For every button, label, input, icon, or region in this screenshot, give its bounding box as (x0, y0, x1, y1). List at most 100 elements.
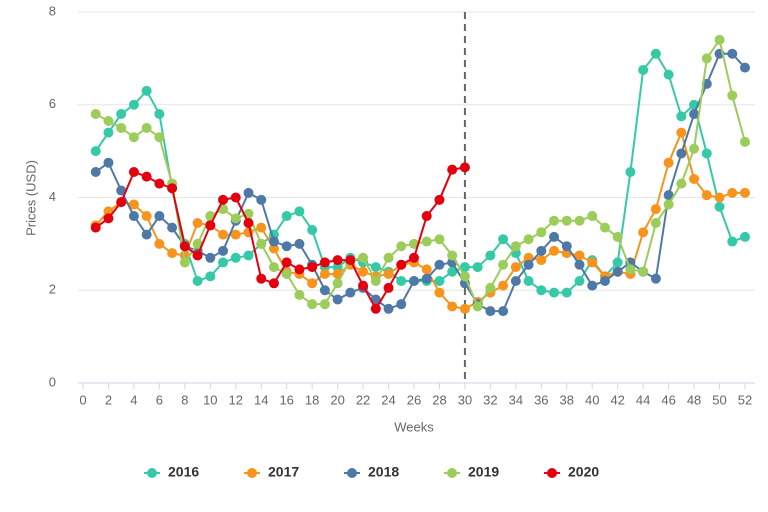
data-point (141, 122, 152, 133)
x-tick-label: 36 (534, 392, 548, 407)
data-point (421, 211, 432, 222)
legend-item[interactable]: 2019 (444, 464, 499, 480)
data-point (141, 229, 152, 240)
data-point (714, 201, 725, 212)
data-point (281, 211, 292, 222)
data-point (268, 236, 279, 247)
legend-item[interactable]: 2020 (544, 464, 599, 480)
data-point (459, 262, 470, 273)
data-point (727, 236, 738, 247)
data-point (268, 243, 279, 254)
data-point (396, 275, 407, 286)
data-point (498, 306, 509, 317)
x-tick-label: 0 (79, 392, 86, 407)
data-point (218, 257, 229, 268)
data-point (307, 299, 318, 310)
data-point (421, 264, 432, 275)
series-line (95, 52, 746, 313)
y-tick-label: 0 (49, 374, 56, 389)
x-tick-label: 34 (509, 392, 523, 407)
x-tick-label: 12 (229, 392, 243, 407)
x-tick-label: 22 (356, 392, 370, 407)
data-point (383, 282, 394, 293)
legend-item[interactable]: 2016 (144, 464, 199, 480)
data-point (332, 294, 343, 305)
data-point (434, 275, 445, 286)
legend-label: 2019 (468, 464, 499, 480)
data-point (332, 269, 343, 280)
data-point (549, 287, 560, 298)
data-point (663, 157, 674, 168)
data-point (192, 250, 203, 261)
data-point (103, 157, 114, 168)
data-point (281, 241, 292, 252)
legend-item[interactable]: 2018 (344, 464, 399, 480)
x-tick-label: 14 (254, 392, 268, 407)
data-point (141, 85, 152, 96)
x-axis-label: Weeks (394, 419, 434, 434)
data-point (90, 146, 101, 157)
legend-label: 2016 (168, 464, 199, 480)
data-point (383, 303, 394, 314)
legend-marker (347, 468, 357, 478)
data-point (383, 252, 394, 263)
data-point (268, 262, 279, 273)
data-point (523, 275, 534, 286)
data-point (625, 166, 636, 177)
data-point (638, 64, 649, 75)
data-point (485, 282, 496, 293)
data-point (714, 192, 725, 203)
data-point (116, 185, 127, 196)
data-point (587, 257, 598, 268)
data-point (154, 238, 165, 249)
data-point (727, 48, 738, 59)
data-point (281, 257, 292, 268)
data-point (587, 280, 598, 291)
x-tick-label: 20 (330, 392, 344, 407)
data-point (523, 252, 534, 263)
data-point (345, 287, 356, 298)
data-point (154, 211, 165, 222)
data-point (294, 264, 305, 275)
x-tick-label: 26 (407, 392, 421, 407)
legend-marker (147, 468, 157, 478)
data-point (90, 109, 101, 120)
x-tick-label: 4 (130, 392, 137, 407)
data-point (230, 213, 241, 224)
data-point (103, 127, 114, 138)
series-line (95, 37, 746, 309)
x-tick-label: 30 (458, 392, 472, 407)
series-line (94, 51, 746, 294)
data-point (612, 231, 623, 242)
data-point (689, 173, 700, 184)
x-tick-label: 10 (203, 392, 217, 407)
data-point (409, 252, 419, 263)
data-point (319, 299, 330, 310)
data-point (421, 273, 432, 284)
data-point (727, 187, 738, 198)
data-point (676, 127, 687, 138)
data-point (574, 259, 585, 270)
data-point (396, 241, 407, 252)
legend-marker (447, 468, 457, 478)
y-tick-label: 2 (49, 282, 56, 297)
data-point (498, 234, 509, 245)
data-point (523, 259, 534, 270)
data-point (128, 166, 139, 177)
data-point (141, 171, 152, 182)
data-point (332, 262, 343, 273)
data-point (256, 194, 267, 205)
data-point (587, 211, 598, 222)
x-tick-label: 48 (687, 392, 701, 407)
data-point (574, 275, 585, 286)
data-point (243, 250, 254, 261)
data-point (116, 109, 127, 120)
data-point (192, 275, 203, 286)
legend-item[interactable]: 2017 (244, 464, 299, 480)
data-point (345, 255, 356, 266)
data-point (701, 148, 712, 159)
data-point (714, 34, 725, 45)
data-point (319, 285, 330, 296)
data-point (727, 90, 738, 101)
data-point (434, 234, 445, 245)
